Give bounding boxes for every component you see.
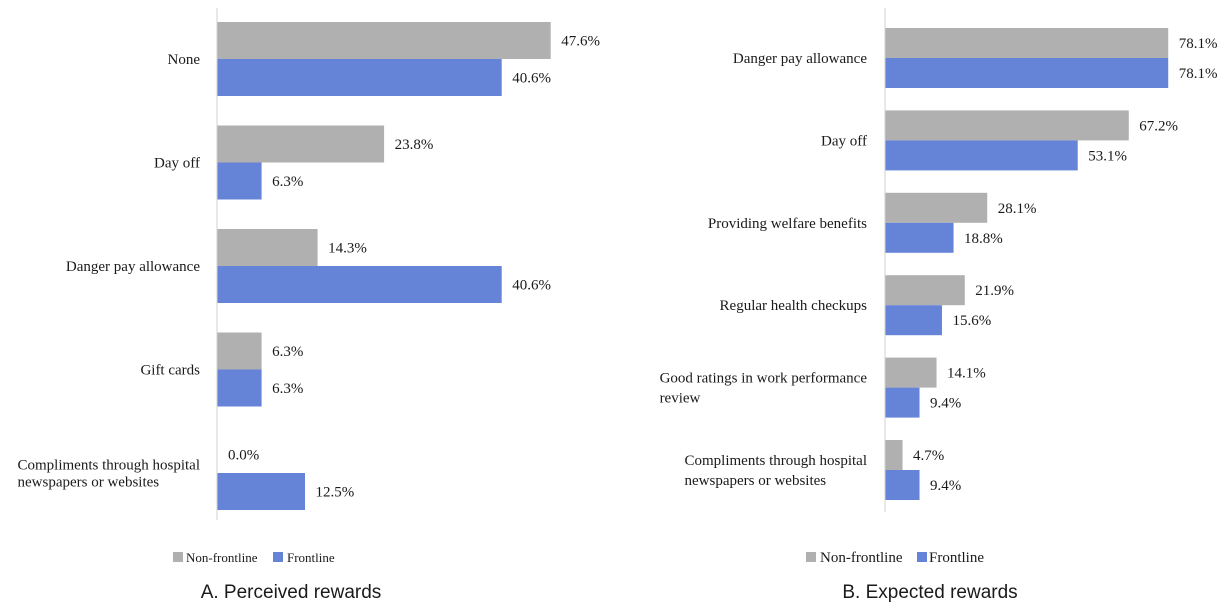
category-label: Day off [154,156,200,172]
bar-non-frontline-gift-cards [217,332,262,370]
bar-non-frontline-compliments-through-hospital-newspapers-or-websites [885,440,903,470]
bar-frontline-danger-pay-allowance [885,58,1169,88]
panel-perceived-rewards: None Day off Danger pay allowance Gift card… [18,8,600,603]
value-label: 14.3% [328,241,367,257]
bar-non-frontline-danger-pay-allowance [217,229,318,266]
value-label: 67.2% [1139,118,1178,134]
category-label: Providing welfare benefits [708,216,867,232]
legend-swatch-non-frontline [806,552,816,562]
value-label: 21.9% [975,283,1014,299]
bar-frontline-none [217,59,502,96]
value-label: 6.3% [272,344,303,360]
bar-non-frontline-day-off [217,125,385,163]
bar-non-frontline-none [217,22,551,59]
value-label: 47.6% [561,34,600,50]
category-label: Danger pay allowance [733,51,867,67]
bar-frontline-gift-cards [217,369,262,407]
value-label: 4.7% [913,448,944,464]
value-label: 78.1% [1179,36,1218,52]
category-label: Good ratings in work performance review [660,371,868,407]
value-label: 0.0% [228,448,259,464]
category-labels: Danger pay allowance Day off Providing wel… [660,51,868,489]
category-label: Compliments through hospital newspapers o… [685,453,868,489]
bar-non-frontline-danger-pay-allowance [885,28,1169,58]
legend-swatch-frontline [917,552,927,562]
legend-label-frontline: Frontline [287,550,335,565]
category-label: Day off [821,133,867,149]
value-label: 6.3% [272,174,303,190]
bar-non-frontline-day-off [885,110,1129,141]
legend: Non-frontline Frontline [806,550,984,566]
value-labels: 47.6% 40.6% 23.8% 6.3% 14.3% 40.6% 6.3% 6.3% 0.0… [228,34,600,501]
bar-frontline-danger-pay-allowance [217,266,502,303]
value-label: 53.1% [1088,148,1127,164]
bars-group [217,22,551,510]
value-label: 6.3% [272,381,303,397]
value-label: 23.8% [395,137,434,153]
bars-group [885,28,1169,500]
value-label: 40.6% [512,71,551,87]
bar-frontline-regular-health-checkups [885,305,942,336]
chart-title: B. Expected rewards [842,582,1017,603]
value-label: 15.6% [952,313,991,329]
legend-label-frontline: Frontline [929,550,984,566]
bar-non-frontline-providing-welfare-benefits [885,192,988,223]
bar-frontline-providing-welfare-benefits [885,222,954,253]
legend-label-non-frontline: Non-frontline [820,550,903,566]
legend: Non-frontline Frontline [173,550,335,565]
value-label: 28.1% [998,201,1037,217]
value-labels: 78.1% 78.1% 67.2% 53.1% 28.1% 18.8% 21.9% 15.6%… [913,36,1217,494]
value-label: 18.8% [964,231,1003,247]
legend-swatch-non-frontline [173,552,183,562]
category-label: Regular health checkups [720,298,868,314]
category-label: Danger pay allowance [66,259,200,275]
bar-non-frontline-good-ratings-in-work-performance-review [885,357,937,388]
value-label: 9.4% [930,396,961,412]
category-label: None [168,52,201,68]
category-label: Compliments through hospital newspapers o… [18,458,201,491]
value-label: 12.5% [316,485,355,501]
category-labels: None Day off Danger pay allowance Gift card… [18,52,201,491]
value-label: 14.1% [947,366,986,382]
bar-frontline-day-off [885,140,1078,171]
bar-frontline-compliments-through-hospital-newspapers-or-websites [217,473,305,510]
bar-non-frontline-regular-health-checkups [885,275,965,306]
chart-title: A. Perceived rewards [201,582,382,603]
bar-frontline-compliments-through-hospital-newspapers-or-websites [885,470,920,500]
value-label: 40.6% [512,278,551,294]
value-label: 78.1% [1179,66,1218,82]
legend-label-non-frontline: Non-frontline [186,550,258,565]
bar-frontline-good-ratings-in-work-performance-review [885,387,920,418]
value-label: 9.4% [930,478,961,494]
panel-expected-rewards: Danger pay allowance Day off Providing wel… [660,8,1217,603]
category-label: Gift cards [140,363,200,379]
legend-swatch-frontline [273,552,283,562]
bar-frontline-day-off [217,162,262,200]
